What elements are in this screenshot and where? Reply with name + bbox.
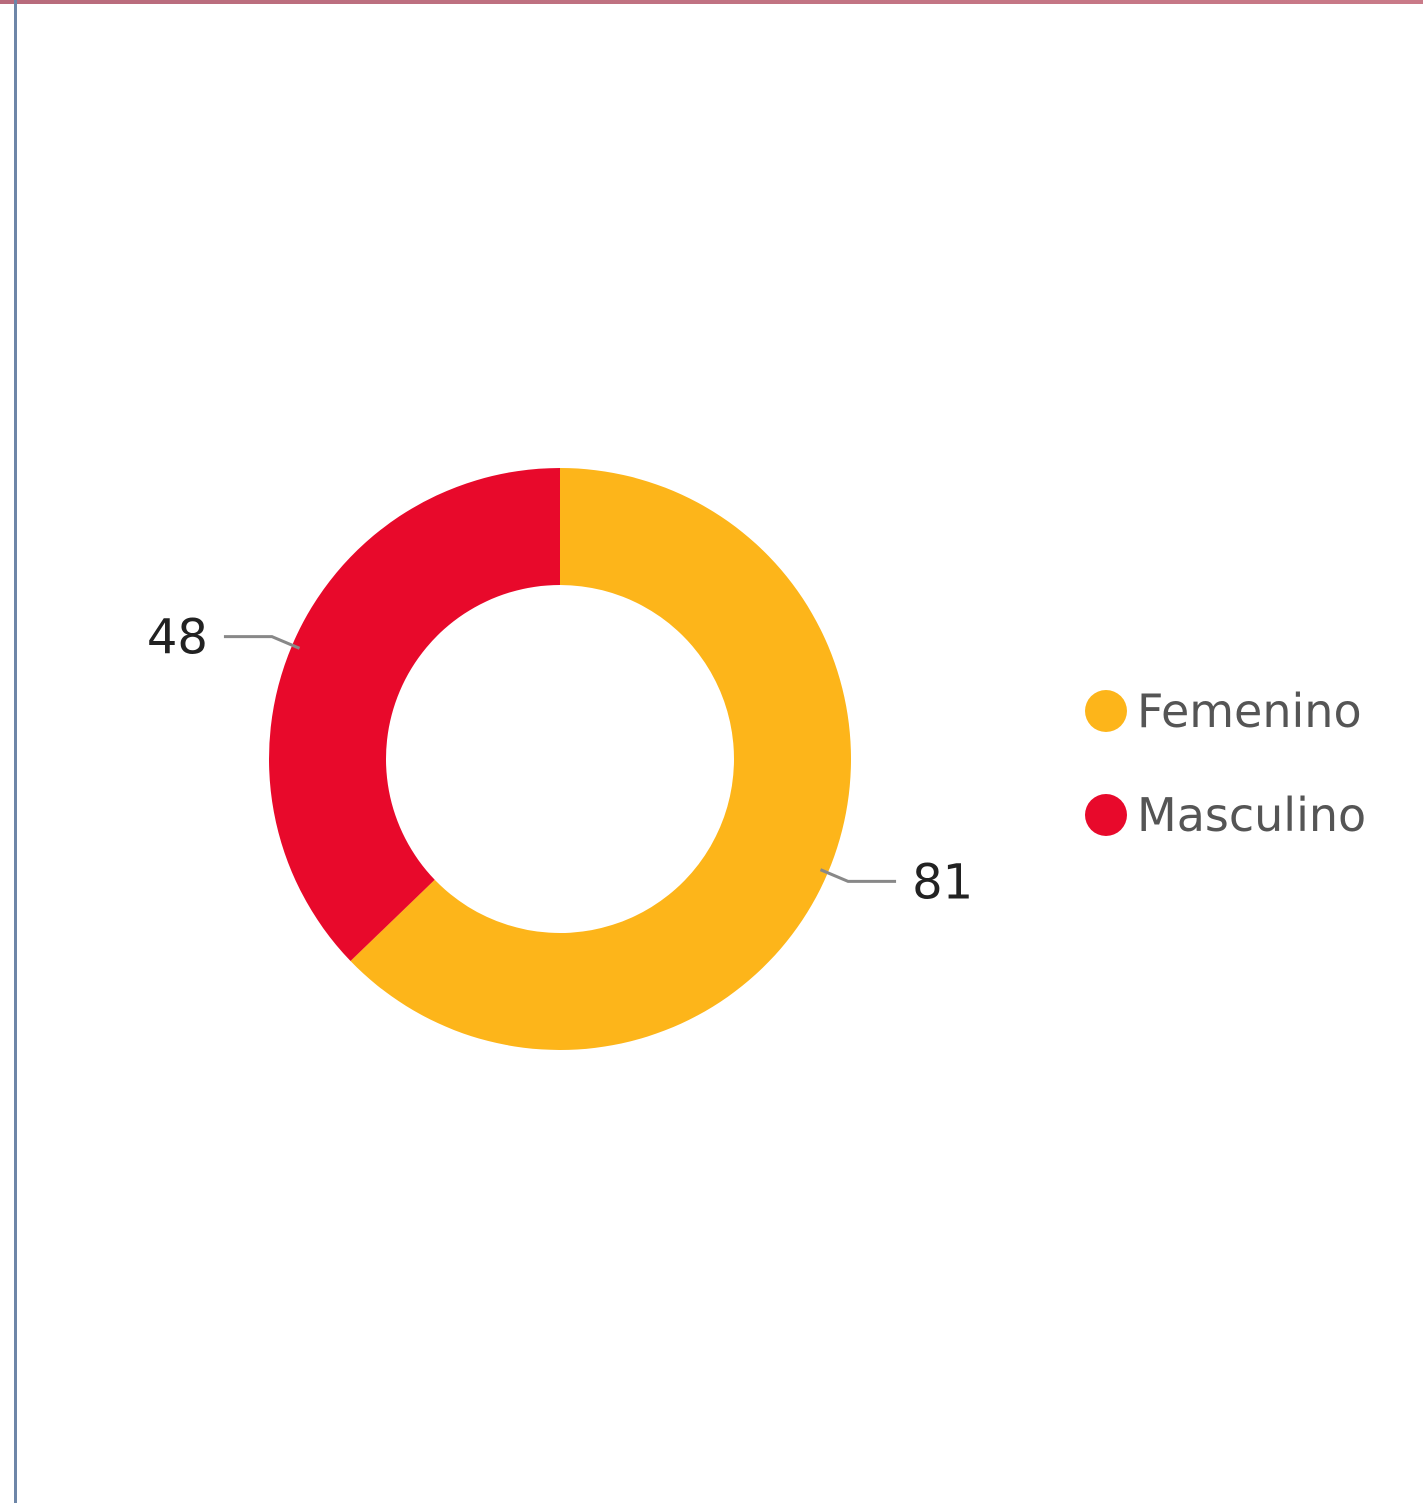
leader-line-femenino — [819, 868, 897, 883]
legend-item-femenino[interactable]: Femenino — [1085, 684, 1366, 738]
frame-top-border — [0, 0, 1423, 4]
legend-item-masculino[interactable]: Masculino — [1085, 788, 1366, 842]
frame-left-border — [14, 0, 17, 1503]
donut-slice-masculino[interactable] — [269, 468, 560, 961]
legend-marker-masculino — [1085, 794, 1127, 836]
leader-line-masculino — [223, 635, 301, 650]
donut-slice-femenino[interactable] — [350, 468, 851, 1051]
legend-label-masculino: Masculino — [1137, 788, 1367, 842]
data-label-masculino: 48 — [147, 610, 208, 666]
legend: Femenino Masculino — [1085, 684, 1366, 892]
legend-label-femenino: Femenino — [1137, 684, 1362, 738]
data-label-femenino: 81 — [912, 854, 973, 910]
legend-marker-femenino — [1085, 690, 1127, 732]
